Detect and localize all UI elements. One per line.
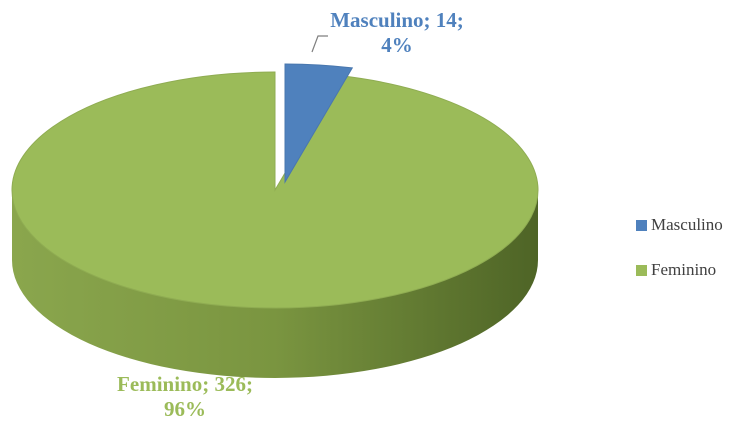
legend-item: Feminino [636, 260, 716, 280]
slice-side [12, 190, 538, 378]
slice-top [11, 71, 539, 309]
legend-item: Masculino [636, 215, 723, 235]
data-label: Feminino; 326; 96% [117, 372, 253, 421]
legend-swatch [636, 264, 647, 276]
pie-slice [284, 63, 354, 184]
legend-label: Masculino [651, 215, 723, 234]
slice-top [284, 63, 354, 184]
legend-label: Feminino [651, 260, 717, 279]
pie-slice [11, 71, 539, 378]
leader-line [311, 35, 328, 53]
legend-swatch [636, 219, 647, 231]
data-label: Masculino; 14; 4% [330, 8, 464, 57]
